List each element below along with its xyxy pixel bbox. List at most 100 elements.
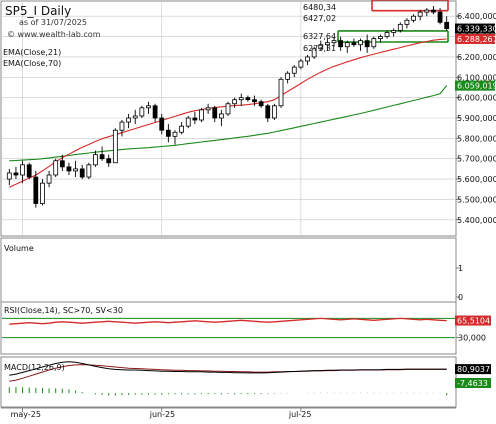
price-badge [455, 80, 495, 91]
candle-body [119, 121, 125, 131]
ema70-label: EMA(Close,70) [3, 59, 61, 68]
rsi-line [9, 317, 447, 325]
price-tick-label: 6.200,000 [457, 53, 496, 62]
macd-badge [455, 364, 491, 375]
price-y-axis: 6.400,0006.300,0006.200,0006.100,0006.00… [456, 12, 496, 225]
candle-body [437, 11, 443, 23]
candle-body [245, 97, 251, 101]
rsi-pane-frame [0, 301, 457, 355]
candle-body [46, 174, 52, 184]
candle-body [139, 107, 145, 117]
candle-body [26, 164, 32, 178]
candle-body [132, 115, 138, 119]
macd-lines [8, 361, 448, 396]
chart-title: SP5_I Daily [5, 4, 71, 18]
macd-line [9, 361, 447, 376]
candle-body [318, 44, 324, 50]
candle-body [185, 117, 191, 127]
candle-body [192, 117, 198, 121]
candle-body [397, 23, 403, 31]
candle-body [384, 32, 390, 37]
candle-body [20, 164, 25, 176]
candle-body [298, 60, 304, 68]
x-tick-label: may-25 [11, 410, 41, 419]
candle-body [53, 160, 59, 176]
candle-body [232, 99, 238, 105]
candle-body [391, 30, 397, 33]
price-badge-label: 6.288,267 [457, 35, 496, 44]
candle-body [218, 113, 224, 119]
candle-body [325, 42, 330, 46]
rsi-label: RSI(Close,14), SC>70, SV<30 [4, 306, 123, 315]
candle-body [252, 99, 257, 103]
candle-body [59, 160, 65, 168]
rsi-badge-label: 65,5104 [457, 317, 490, 326]
x-axis: may-25 jun-25 jul-25 [1, 407, 456, 419]
price-pane[interactable] [0, 0, 457, 407]
candle-body [424, 9, 430, 13]
macd-label: MACD(12,26,9) [4, 363, 65, 372]
candle-body [86, 164, 92, 178]
rsi-pane[interactable] [0, 301, 457, 355]
candle-body [146, 105, 151, 109]
candle-body [411, 15, 416, 21]
ema70-line [9, 85, 448, 162]
price-candles [6, 6, 450, 208]
macd-pane[interactable] [0, 356, 457, 408]
candle-body [165, 129, 171, 137]
candle-body [344, 42, 350, 48]
macd-badge-label: 80,9037 [457, 365, 490, 374]
candle-body [112, 129, 118, 164]
ema21-label: EMA(Close,21) [3, 48, 61, 57]
volume-tick-label: 1 [458, 264, 463, 273]
as-of-date: as of 31/07/2025 [19, 18, 87, 27]
candle-body [126, 117, 131, 123]
candle-body [285, 72, 291, 80]
candle-body [152, 105, 158, 119]
candle-body [258, 101, 264, 107]
candle-body [79, 168, 85, 178]
price-tick-label: 5.800,000 [457, 134, 496, 143]
candle-body [66, 166, 72, 172]
volume-label: Volume [4, 244, 34, 253]
price-badge-label: 6.339,330 [457, 25, 496, 34]
rsi-lines [9, 317, 447, 325]
candle-body [351, 42, 357, 46]
candle-body [172, 131, 178, 137]
candle-body [238, 97, 244, 101]
level-label-2: 6427,02 [303, 14, 336, 23]
price-tick-label: 5.600,000 [457, 175, 496, 184]
price-badge [455, 33, 495, 44]
price-tick-label: 6.000,000 [457, 94, 496, 103]
candle-body [291, 66, 297, 74]
candle-body [212, 107, 218, 119]
x-tick-label: jul-25 [288, 410, 312, 419]
price-badge-label: 6.059,019 [457, 82, 496, 91]
candle-body [6, 172, 12, 180]
candle-body [364, 40, 370, 48]
candle-body [417, 11, 423, 17]
candle-body [358, 40, 363, 46]
price-tick-label: 5.500,000 [457, 195, 496, 204]
candle-body [225, 103, 231, 115]
macd-badge-label: -7,4633 [457, 379, 488, 388]
volume-y-axis: 10 [456, 264, 463, 302]
candle-body [106, 158, 112, 164]
candle-body [73, 168, 78, 172]
volume-tick-label: 0 [458, 293, 463, 302]
macd-pane-frame [0, 356, 457, 408]
price-tick-label: 5.900,000 [457, 114, 496, 123]
level-label-3: 6327,64 [303, 32, 336, 41]
candle-body [331, 40, 337, 44]
candle-body [431, 9, 436, 13]
candle-body [99, 154, 105, 160]
candle-body [371, 38, 377, 48]
candle-body [33, 176, 39, 204]
candle-body [305, 56, 310, 62]
price-tick-label: 5.400,000 [457, 216, 496, 225]
volume-pane[interactable] [0, 237, 457, 305]
price-badge [455, 23, 495, 34]
